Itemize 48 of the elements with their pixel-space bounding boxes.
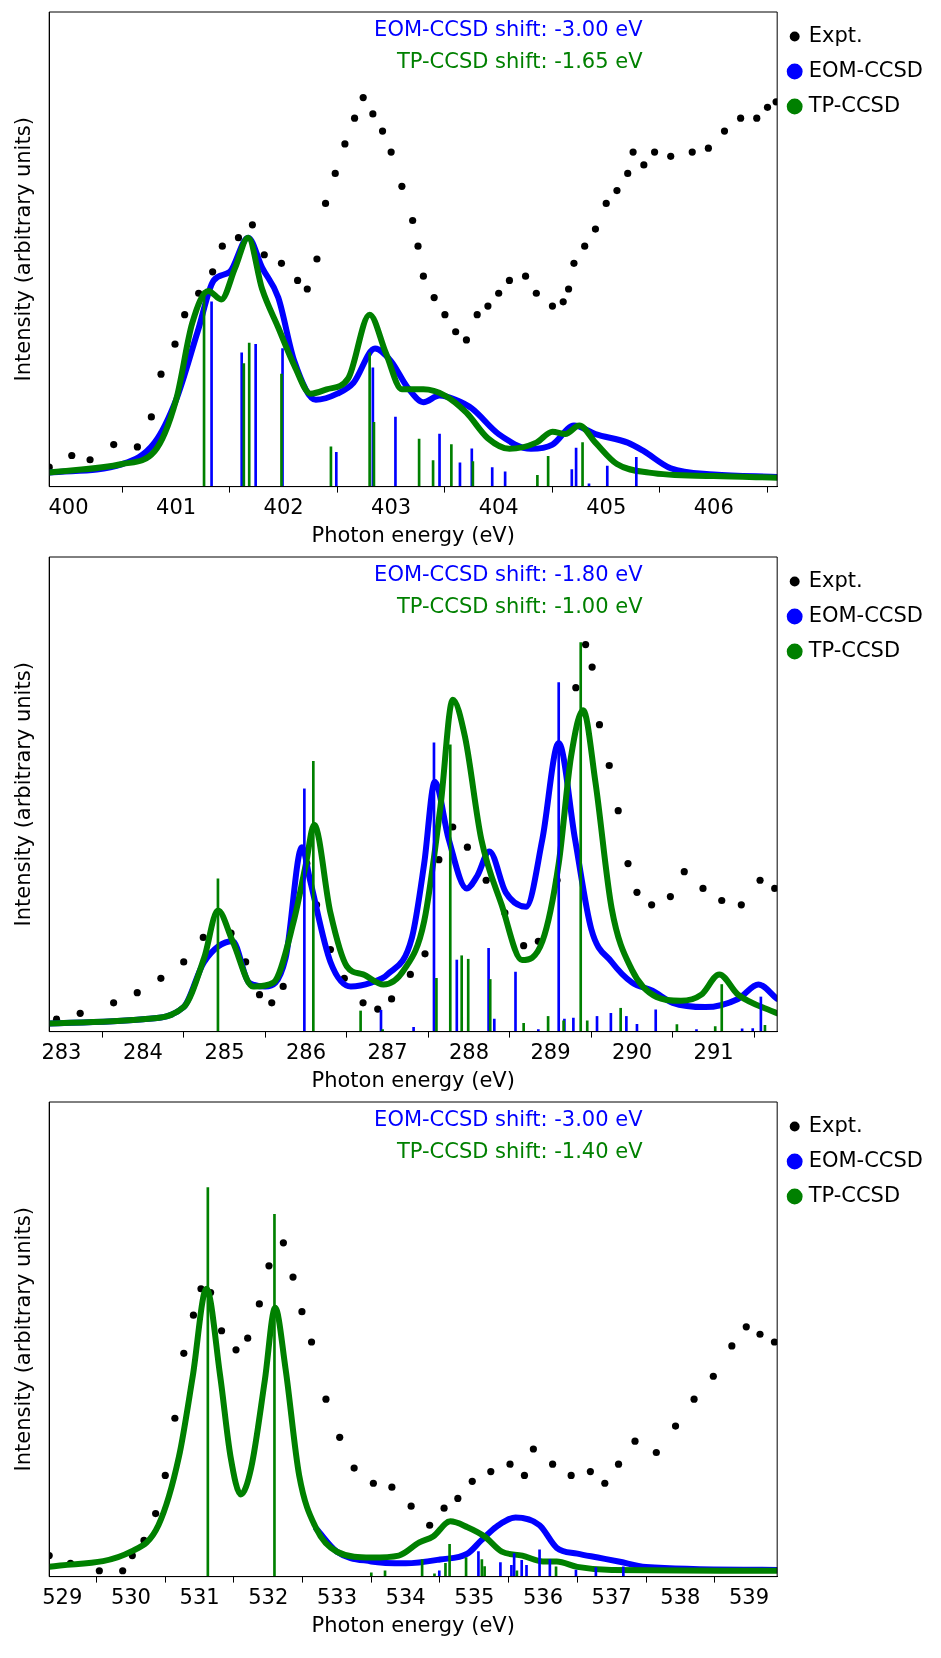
legend-label: TP-CCSD: [807, 1182, 901, 1207]
x-tick-label: 402: [263, 494, 304, 519]
x-tick-label: 289: [530, 1039, 571, 1064]
x-tick-label: 537: [591, 1584, 632, 1609]
y-axis-title: Intensity (arbitrary units): [11, 662, 36, 927]
y-axis-title: Intensity (arbitrary units): [11, 117, 36, 382]
x-tick-label: 284: [122, 1039, 163, 1064]
text: EOM-CCSD shift: -3.00 eV: [374, 1106, 644, 1131]
x-tick-label: 536: [522, 1584, 564, 1609]
text: EOM-CCSD shift: -1.80 eV: [374, 561, 644, 586]
x-tick-label: 529: [42, 1584, 83, 1609]
legend-label: EOM-CCSD: [808, 1147, 924, 1172]
text: TP-CCSD shift: -1.65 eV: [396, 48, 644, 73]
x-tick-label: 403: [371, 494, 412, 519]
x-tick-label: 535: [454, 1584, 495, 1609]
text: TP-CCSD shift: -1.00 eV: [396, 593, 644, 618]
x-tick-label: 401: [156, 494, 197, 519]
legend-label: TP-CCSD: [807, 92, 901, 117]
x-tick-label: 533: [316, 1584, 357, 1609]
x-tick-label: 404: [478, 494, 519, 519]
x-tick-label: 530: [110, 1584, 151, 1609]
x-tick-label: 406: [693, 494, 734, 519]
x-tick-label: 283: [41, 1039, 82, 1064]
x-tick-label: 286: [285, 1039, 327, 1064]
legend-label: EOM-CCSD: [808, 602, 924, 627]
x-tick-label: 405: [586, 494, 627, 519]
x-axis-title: Photon energy (eV): [311, 1612, 515, 1637]
x-tick-label: 400: [48, 494, 89, 519]
x-tick-label: 285: [204, 1039, 245, 1064]
x-tick-label: 291: [693, 1039, 734, 1064]
x-axis-title: Photon energy (eV): [311, 522, 515, 547]
legend-label: Expt.: [808, 1112, 863, 1137]
legend-label: EOM-CCSD: [808, 57, 924, 82]
legend-label: TP-CCSD: [807, 637, 901, 662]
x-tick-label: 539: [728, 1584, 770, 1609]
text: TP-CCSD shift: -1.40 eV: [396, 1138, 644, 1163]
y-axis-title: Intensity (arbitrary units): [11, 1207, 36, 1472]
x-tick-label: 288: [448, 1039, 490, 1064]
text: EOM-CCSD shift: -3.00 eV: [374, 16, 644, 41]
x-tick-label: 287: [367, 1039, 408, 1064]
x-tick-label: 290: [612, 1039, 653, 1064]
x-tick-label: 534: [385, 1584, 426, 1609]
x-tick-label: 538: [660, 1584, 701, 1609]
legend-label: Expt.: [808, 567, 863, 592]
x-tick-label: 531: [179, 1584, 220, 1609]
x-axis-title: Photon energy (eV): [311, 1067, 515, 1092]
legend-label: Expt.: [808, 22, 863, 47]
x-tick-label: 532: [248, 1584, 289, 1609]
